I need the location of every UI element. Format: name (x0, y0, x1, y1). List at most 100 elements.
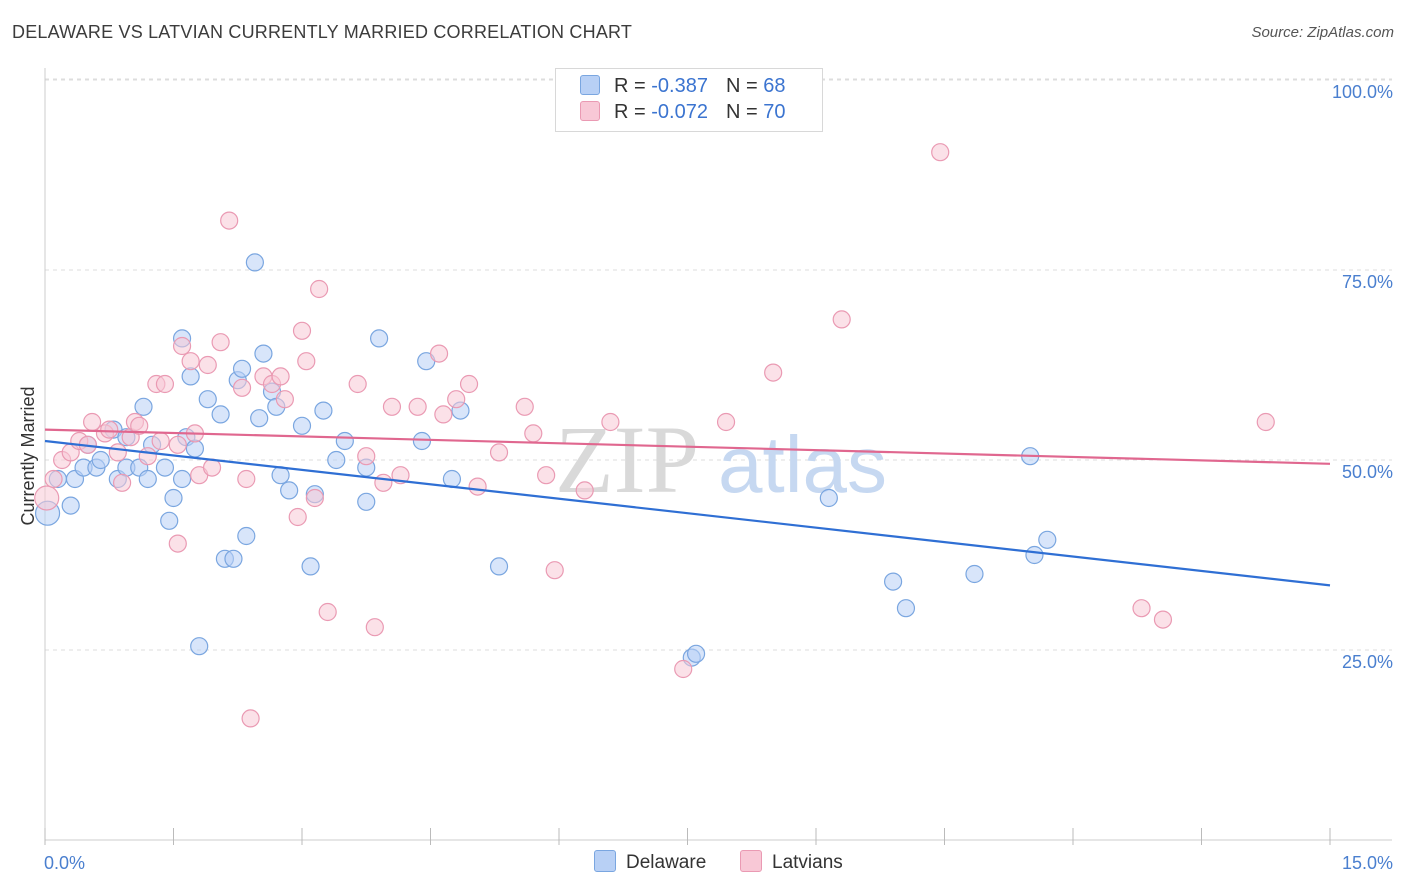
delaware-point (138, 469, 157, 489)
latvian-point (374, 473, 393, 492)
delaware-point (134, 397, 153, 416)
delaware-swatch (594, 850, 616, 872)
latvian-point (832, 310, 851, 329)
latvian-point (100, 420, 119, 439)
delaware-point (686, 644, 706, 663)
delaware-point (198, 390, 217, 409)
legend-row-delaware: R = -0.387 N = 68 (580, 75, 785, 101)
latvian-point (537, 466, 556, 485)
n-value: 70 (763, 101, 786, 123)
tick-labels: 25.0% 50.0% 75.0% 100.0% 0.0% 15.0% (44, 82, 1393, 873)
latvian-point (357, 447, 376, 466)
delaware-point (335, 431, 354, 451)
latvian-point (168, 435, 187, 454)
latvian-point (459, 374, 479, 394)
delaware-point (245, 253, 264, 272)
r-value: -0.072 (651, 101, 708, 123)
n-label: N = (725, 75, 764, 97)
delaware-point (91, 450, 110, 470)
delaware-point (883, 572, 903, 591)
latvian-point (112, 473, 132, 492)
y-tick-label: 100.0% (1332, 82, 1393, 102)
latvian-point (211, 333, 230, 352)
delaware-point (327, 450, 346, 470)
latvian-trend-line (44, 428, 1331, 465)
series-legend: Delaware Latvians (0, 850, 1406, 878)
latvian-point (305, 488, 324, 508)
delaware-point (357, 492, 376, 511)
delaware-point (280, 481, 299, 500)
latvian-point (1256, 412, 1275, 432)
latvian-point (515, 397, 534, 416)
legend-label: Latvians (772, 852, 843, 873)
delaware-point (370, 329, 389, 348)
latvian-point (271, 367, 290, 386)
delaware-point (254, 344, 273, 363)
r-label: R = (614, 75, 652, 97)
latvian-point (241, 709, 260, 728)
latvian-point (365, 618, 384, 637)
trend-lines (44, 428, 1331, 587)
delaware-point (224, 549, 243, 568)
delaware-point (1038, 530, 1057, 549)
delaware-point (190, 637, 209, 656)
legend-row-latvians: R = -0.072 N = 70 (580, 101, 785, 127)
x-tick-label: 0.0% (44, 853, 85, 873)
latvian-point (168, 534, 187, 553)
delaware-point (442, 469, 462, 489)
latvian-point (297, 352, 316, 371)
y-axis-title: Currently Married (18, 386, 38, 525)
r-label: R = (614, 101, 652, 123)
latvian-point (275, 390, 294, 409)
delaware-point (314, 401, 333, 420)
latvian-point (1132, 599, 1151, 618)
latvian-point (764, 363, 783, 382)
delaware-point (965, 564, 984, 584)
source-label: Source: ZipAtlas.com (1251, 24, 1394, 41)
delaware-point (211, 405, 230, 424)
latvians-swatch (580, 101, 600, 121)
chart-title: DELAWARE VS LATVIAN CURRENTLY MARRIED CO… (12, 22, 633, 42)
latvian-point (202, 458, 222, 477)
latvian-point (1153, 610, 1173, 629)
latvian-point (408, 397, 427, 416)
delaware-point (412, 431, 432, 451)
delaware-point (237, 526, 256, 546)
correlation-legend: R = -0.387 N = 68 R = -0.072 N = 70 (555, 68, 823, 132)
latvian-point (198, 355, 217, 375)
latvian-point (489, 443, 509, 462)
latvian-point (138, 447, 157, 466)
latvian-point (34, 485, 60, 511)
delaware-point (819, 488, 838, 508)
delaware-point (250, 409, 269, 428)
legend-item-delaware: Delaware (594, 850, 706, 874)
r-value: -0.387 (651, 75, 708, 97)
delaware-point (489, 557, 509, 576)
latvian-point (447, 390, 466, 409)
delaware-trend-line (44, 439, 1331, 587)
delaware-point (61, 496, 80, 515)
latvian-point (716, 412, 736, 432)
data-points (34, 143, 1275, 728)
delaware-point (896, 599, 916, 618)
latvian-point (181, 352, 200, 371)
delaware-point (301, 557, 320, 576)
delaware-point (181, 367, 200, 386)
latvian-point (382, 397, 402, 416)
latvian-point (292, 321, 312, 340)
latvian-point (172, 336, 192, 356)
y-tick-label: 25.0% (1342, 652, 1393, 672)
latvian-point (601, 412, 620, 432)
watermark-zip: ZIP (555, 406, 699, 513)
latvian-point (545, 561, 564, 580)
latvian-point (237, 469, 256, 489)
y-tick-label: 75.0% (1342, 272, 1393, 292)
delaware-point (164, 488, 183, 508)
latvian-point (931, 143, 950, 162)
latvian-point (155, 374, 175, 394)
latvian-point (44, 469, 63, 489)
latvian-point (220, 211, 239, 230)
latvians-swatch (740, 850, 762, 872)
latvian-point (524, 424, 543, 443)
